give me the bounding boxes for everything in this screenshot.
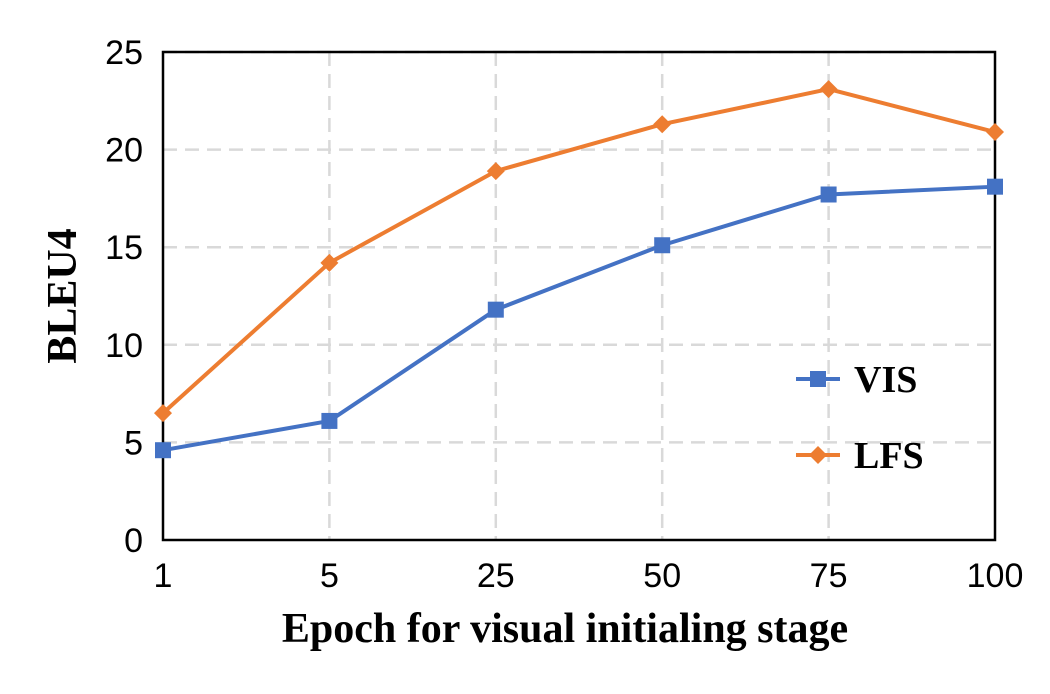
data-point-lfs	[653, 115, 672, 134]
y-axis-title: BLEU4	[40, 228, 86, 363]
series-vis	[155, 178, 1003, 459]
legend-marker-lfs	[809, 446, 827, 464]
data-point-vis	[155, 442, 171, 459]
y-tick-label: 25	[105, 34, 143, 72]
y-tick-label: 10	[105, 327, 143, 365]
data-point-lfs	[986, 123, 1004, 142]
data-point-vis	[487, 301, 504, 318]
series-line-lfs	[161, 87, 996, 415]
x-tick-label: 100	[967, 557, 1024, 595]
legend: VIS LFS	[796, 359, 924, 477]
data-point-vis	[654, 237, 671, 254]
data-point-lfs	[486, 162, 505, 181]
x-axis-title: Epoch for visual initialing stage	[282, 606, 848, 652]
y-tick-label: 15	[105, 229, 143, 267]
data-point-lfs	[154, 404, 172, 423]
data-point-vis	[987, 178, 1003, 195]
series-line-vis	[162, 184, 996, 453]
legend-marker-vis	[810, 371, 826, 387]
y-tick-label: 5	[124, 424, 143, 462]
y-axis-ticks: 0 5 10 15 20 25	[105, 34, 143, 560]
legend-item-lfs: LFS	[796, 435, 924, 477]
x-tick-label: 75	[810, 557, 848, 595]
x-axis-ticks: 1 5 25 50 75 100	[154, 557, 1024, 595]
data-point-vis	[321, 412, 338, 429]
plot-frame	[161, 50, 997, 542]
legend-item-vis: VIS	[796, 359, 917, 401]
legend-label-vis: VIS	[854, 359, 917, 401]
data-point-lfs	[320, 253, 339, 272]
x-tick-label: 1	[154, 557, 173, 595]
series-layer	[154, 80, 1004, 459]
data-point-lfs	[819, 80, 838, 99]
legend-label-lfs: LFS	[854, 435, 924, 477]
y-tick-label: 0	[124, 522, 143, 560]
x-tick-label: 50	[643, 557, 681, 595]
x-tick-label: 5	[320, 557, 339, 595]
x-tick-label: 25	[477, 557, 515, 595]
y-tick-label: 20	[105, 132, 143, 170]
series-lfs	[154, 80, 1004, 423]
data-point-vis	[820, 186, 837, 203]
